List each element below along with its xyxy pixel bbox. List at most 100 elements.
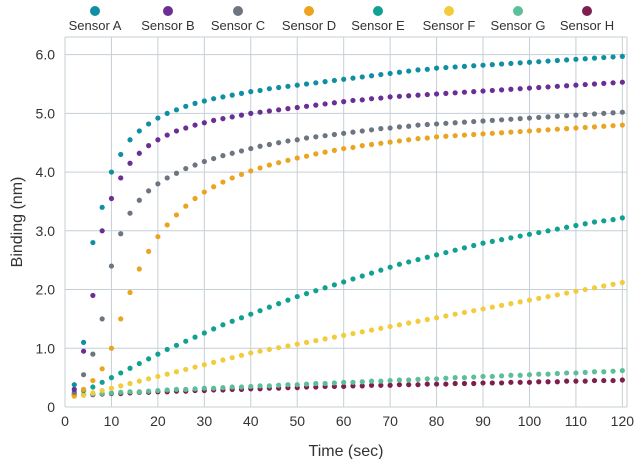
data-point xyxy=(619,79,625,85)
legend-label: Sensor B xyxy=(141,18,194,33)
data-point xyxy=(127,160,133,166)
data-point xyxy=(396,382,403,388)
data-point xyxy=(489,304,495,310)
legend-item: Sensor B xyxy=(141,6,195,33)
data-point xyxy=(564,57,570,63)
data-point xyxy=(146,121,152,127)
data-point xyxy=(406,68,412,74)
data-point xyxy=(99,387,105,394)
data-point xyxy=(164,387,170,393)
data-point xyxy=(238,171,245,178)
data-point xyxy=(378,325,384,331)
data-point xyxy=(322,149,328,155)
data-point xyxy=(471,63,477,69)
data-point xyxy=(415,67,421,73)
y-tick-label: 2.0 xyxy=(36,282,56,298)
data-point xyxy=(257,87,263,94)
data-point xyxy=(118,231,124,237)
data-point xyxy=(517,233,523,239)
data-point xyxy=(350,144,356,151)
data-point xyxy=(248,89,254,95)
x-tick-label: 90 xyxy=(475,413,491,429)
data-point xyxy=(378,95,384,101)
data-point xyxy=(564,126,570,132)
data-point xyxy=(452,311,458,317)
data-point xyxy=(350,129,356,135)
data-point xyxy=(582,81,588,88)
x-tick-label: 70 xyxy=(382,413,398,429)
data-point xyxy=(406,93,412,99)
data-point xyxy=(294,82,300,88)
data-point xyxy=(582,378,588,384)
data-point xyxy=(545,293,551,300)
data-point xyxy=(136,360,142,367)
data-point xyxy=(526,85,533,91)
data-point xyxy=(461,380,468,387)
data-point xyxy=(220,322,226,328)
data-point xyxy=(610,110,616,116)
data-point xyxy=(211,117,217,123)
legend-marker xyxy=(163,6,173,16)
legend-label: Sensor E xyxy=(351,18,405,33)
data-point xyxy=(517,372,523,378)
data-point xyxy=(564,224,570,230)
data-point xyxy=(146,248,152,254)
data-point xyxy=(303,153,310,159)
data-point xyxy=(146,376,152,382)
data-point xyxy=(294,155,300,161)
data-point xyxy=(564,113,570,119)
data-point xyxy=(331,77,337,84)
y-tick-label: 3.0 xyxy=(36,223,56,239)
data-point xyxy=(554,83,560,89)
legend-marker xyxy=(582,6,592,16)
data-point xyxy=(164,371,170,377)
data-point xyxy=(536,84,542,91)
data-point xyxy=(489,87,495,94)
legend-marker xyxy=(373,6,383,16)
data-point xyxy=(433,376,440,382)
data-point xyxy=(341,332,347,338)
data-point xyxy=(303,81,310,87)
data-point xyxy=(257,308,263,314)
data-point xyxy=(266,383,272,389)
data-point xyxy=(276,301,282,307)
data-point xyxy=(582,369,588,375)
data-point xyxy=(220,94,226,100)
data-point xyxy=(303,339,310,345)
legend-label: Sensor C xyxy=(211,18,265,33)
data-point xyxy=(211,326,217,332)
data-point xyxy=(99,366,105,372)
data-point xyxy=(183,103,189,109)
data-point xyxy=(461,245,468,251)
data-point xyxy=(610,281,616,287)
data-point xyxy=(71,382,77,388)
data-point xyxy=(573,222,579,229)
data-point xyxy=(220,116,226,122)
data-point xyxy=(545,228,551,234)
data-point xyxy=(424,381,430,387)
data-point xyxy=(406,259,412,265)
legend-marker xyxy=(90,6,100,16)
data-point xyxy=(424,316,430,323)
data-point xyxy=(136,128,142,134)
data-point xyxy=(536,229,542,236)
data-point xyxy=(248,350,254,356)
data-point xyxy=(294,293,300,300)
data-point xyxy=(406,123,412,129)
data-point xyxy=(443,249,449,256)
data-point xyxy=(183,338,189,344)
data-point xyxy=(471,242,477,249)
data-point xyxy=(554,57,560,64)
legend-label: Sensor G xyxy=(491,18,546,33)
data-point xyxy=(573,378,579,384)
data-point xyxy=(108,195,115,202)
data-point xyxy=(433,252,440,258)
data-point xyxy=(424,254,430,260)
data-point xyxy=(480,131,486,137)
data-point xyxy=(229,318,235,324)
data-point xyxy=(591,369,598,375)
data-point xyxy=(90,390,96,396)
data-point xyxy=(211,155,217,162)
data-point xyxy=(257,109,263,115)
data-point xyxy=(99,316,105,322)
